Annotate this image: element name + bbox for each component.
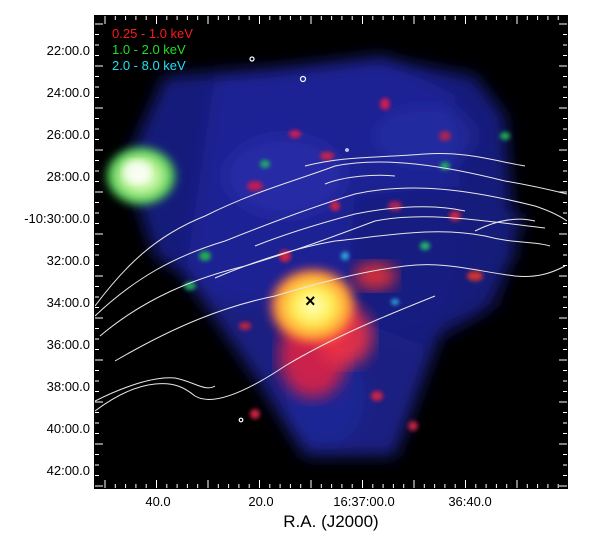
x-tick-label: 36:40.0 <box>448 494 492 509</box>
y-tick-label: 38:00.0 <box>46 379 90 394</box>
y-tick-label: 40:00.0 <box>46 421 90 436</box>
markers <box>238 56 349 423</box>
contours <box>95 152 567 412</box>
x-tick-label: 40.0 <box>145 494 171 509</box>
y-tick-label: 24:00.0 <box>46 85 90 100</box>
x-axis-label: R.A. (J2000) <box>283 512 379 531</box>
y-tick-label: -10:30:00.0 <box>24 211 90 226</box>
y-tick-label: 42:00.0 <box>46 463 90 478</box>
frame-ticks <box>95 16 567 488</box>
central-source <box>265 262 397 398</box>
y-tick-label: 32:00.0 <box>46 253 90 268</box>
xray-image: 0.25 - 1.0 keV 1.0 - 2.0 keV 2.0 - 8.0 k… <box>94 15 568 489</box>
source-cross-marker: × <box>305 291 316 311</box>
y-tick-label: 26:00.0 <box>46 127 90 142</box>
image-canvas <box>95 16 567 488</box>
y-tick-label: 28:00.0 <box>46 169 90 184</box>
x-tick-label: 16:37:00.0 <box>333 494 395 509</box>
y-tick-label: 36:00.0 <box>46 337 90 352</box>
legend-medium: 1.0 - 2.0 keV <box>112 42 186 57</box>
x-tick-label: 20.0 <box>248 494 274 509</box>
y-tick-label: 34:00.0 <box>46 295 90 310</box>
y-tick-label: 22:00.0 <box>46 43 90 58</box>
legend-soft: 0.25 - 1.0 keV <box>112 26 193 41</box>
green-source <box>103 144 179 208</box>
legend-hard: 2.0 - 8.0 keV <box>112 58 186 73</box>
